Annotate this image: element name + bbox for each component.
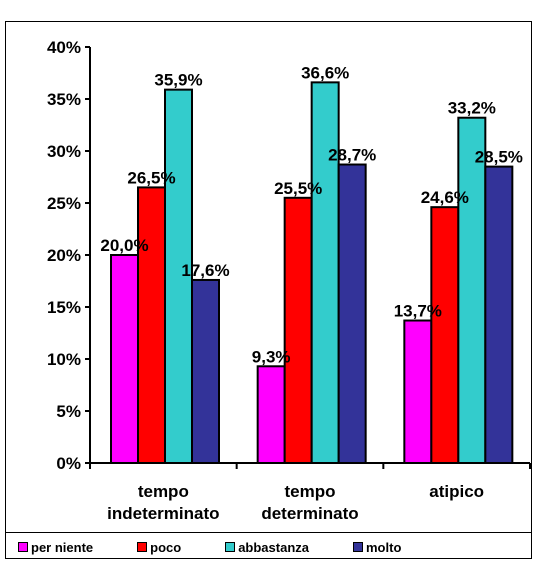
y-tick-label: 25% <box>47 194 81 213</box>
data-label: 26,5% <box>127 168 175 187</box>
x-tick-label: indeterminato <box>107 504 219 523</box>
bar-poco <box>283 196 313 465</box>
legend-item-molto: molto <box>353 540 401 555</box>
data-label: 13,7% <box>394 302 442 321</box>
data-label: 25,5% <box>274 179 322 198</box>
y-tick-label: 20% <box>47 246 81 265</box>
legend: per niente poco abbastanza molto <box>18 537 530 557</box>
legend-item-per-niente: per niente <box>18 540 93 555</box>
bar-abbastanza <box>164 88 193 464</box>
data-label: 28,7% <box>328 146 376 165</box>
y-tick-label: 10% <box>47 350 81 369</box>
y-tick-label: 35% <box>47 90 81 109</box>
x-tick-label: atipico <box>429 482 484 501</box>
y-tick-label: 30% <box>47 142 81 161</box>
data-label: 35,9% <box>154 71 202 90</box>
data-label: 24,6% <box>421 188 469 207</box>
y-tick-label: 0% <box>56 454 81 473</box>
legend-swatch-per-niente <box>18 542 28 552</box>
data-label: 20,0% <box>100 236 148 255</box>
legend-label: poco <box>150 539 182 555</box>
bar-molto <box>484 165 514 464</box>
x-tick-label: tempo <box>285 482 336 501</box>
data-label: 28,5% <box>475 148 523 167</box>
y-tick-label: 5% <box>56 402 81 421</box>
legend-swatch-abbastanza <box>225 542 236 552</box>
bar-molto <box>337 163 367 465</box>
legend-swatch-poco <box>137 542 148 552</box>
data-label: 36,6% <box>301 63 349 82</box>
x-tick-label: determinato <box>261 504 358 523</box>
y-tick-label: 40% <box>47 38 81 57</box>
bar-per-niente <box>110 254 139 464</box>
bar-per-niente <box>403 319 433 464</box>
x-tick-label: tempo <box>138 482 189 501</box>
bar-abbastanza <box>457 116 487 464</box>
legend-label: abbastanza <box>238 539 309 555</box>
data-label: 17,6% <box>181 261 229 280</box>
legend-label: per niente <box>31 539 94 555</box>
legend-item-abbastanza: abbastanza <box>225 540 309 555</box>
legend-label: molto <box>366 539 402 555</box>
y-tick-label: 15% <box>47 298 81 317</box>
legend-item-poco: poco <box>137 540 181 555</box>
bar-poco <box>137 186 166 464</box>
bar-poco <box>430 206 460 464</box>
data-label: 33,2% <box>448 99 496 118</box>
data-label: 9,3% <box>252 347 291 366</box>
legend-swatch-molto <box>353 542 363 552</box>
bar-per-niente <box>256 365 286 464</box>
bar-abbastanza <box>310 81 340 465</box>
bar-molto <box>191 278 220 464</box>
